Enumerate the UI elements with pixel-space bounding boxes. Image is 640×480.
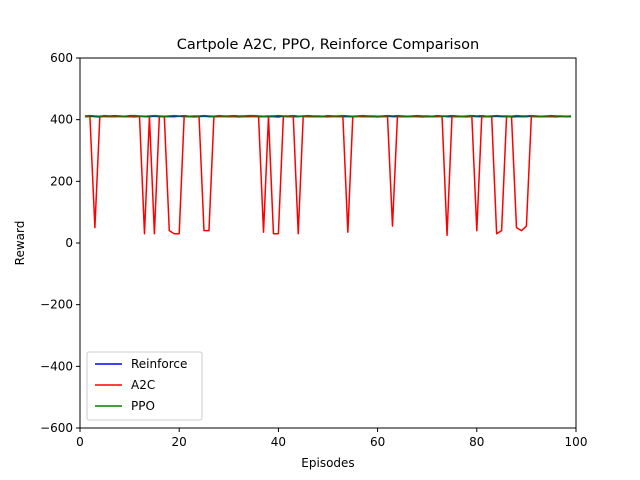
x-tick-label: 100 <box>565 435 588 449</box>
plot-area <box>84 114 572 237</box>
y-tick-label: 400 <box>50 113 73 127</box>
legend-label-reinforce: Reinforce <box>131 357 187 371</box>
x-tick-label: 40 <box>271 435 286 449</box>
x-axis: 0 20 40 60 80 100 <box>76 428 587 449</box>
y-tick-label: 600 <box>50 51 73 65</box>
x-tick-label: 60 <box>370 435 385 449</box>
y-tick-label: −600 <box>40 421 73 435</box>
y-tick-label: 0 <box>65 236 73 250</box>
x-tick-label: 20 <box>172 435 187 449</box>
y-tick-label: −400 <box>40 359 73 373</box>
x-tick-label: 0 <box>76 435 84 449</box>
legend-label-ppo: PPO <box>131 399 155 413</box>
legend-label-a2c: A2C <box>131 378 155 392</box>
y-axis: −600 −400 −200 0 200 400 600 <box>40 51 80 435</box>
y-tick-label: −200 <box>40 298 73 312</box>
x-axis-label: Episodes <box>301 456 354 470</box>
y-tick-label: 200 <box>50 174 73 188</box>
legend: Reinforce A2C PPO <box>86 351 203 421</box>
y-axis-label: Reward <box>13 221 27 266</box>
series-line-ppo <box>84 114 572 118</box>
chart-title: Cartpole A2C, PPO, Reinforce Comparison <box>177 37 479 53</box>
x-tick-label: 80 <box>469 435 484 449</box>
legend-box <box>86 351 203 421</box>
